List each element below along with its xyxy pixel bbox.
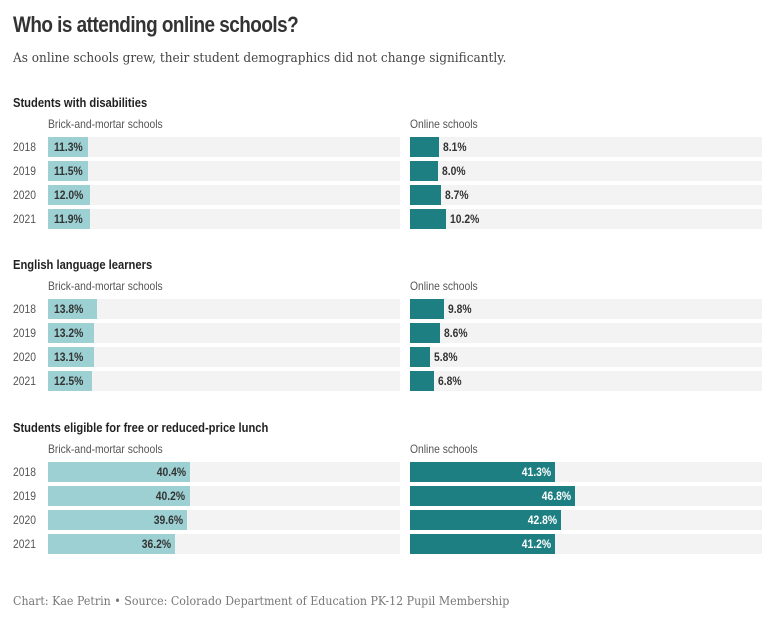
section-title: Students eligible for free or reduced-pr… [13, 420, 269, 435]
bar-track: 6.8% [410, 371, 762, 391]
value-label: 40.4% [156, 465, 187, 479]
online-column-label: Online schools [410, 117, 478, 131]
online-bar [410, 185, 441, 205]
value-label: 42.8% [527, 513, 557, 527]
value-label: 8.6% [444, 326, 468, 340]
year-label: 2021 [13, 374, 36, 388]
bar-track: 13.2% [48, 323, 400, 343]
bar-track: 10.2% [410, 209, 762, 229]
bar-track: 12.0% [48, 185, 400, 205]
brick-and-mortar-column-label: Brick-and-mortar schools [48, 442, 163, 456]
brick-and-mortar-column-label: Brick-and-mortar schools [48, 117, 163, 131]
year-label: 2020 [13, 513, 36, 527]
year-label: 2020 [13, 350, 36, 364]
bar-track: 13.8% [48, 299, 400, 319]
brick-and-mortar-bar [48, 185, 91, 205]
year-label: 2018 [13, 140, 36, 154]
bar-track: 11.3% [48, 137, 400, 157]
value-label: 11.9% [54, 212, 83, 226]
year-label: 2018 [13, 465, 36, 479]
brick-and-mortar-bar [48, 137, 88, 157]
chart-section: Students with disabilities 2018 2019 2020 20… [0, 95, 778, 235]
year-label: 2021 [13, 212, 36, 226]
value-label: 8.0% [442, 164, 466, 178]
value-label: 12.0% [54, 188, 84, 202]
bar-track: 41.3% [410, 462, 762, 482]
value-label: 41.2% [521, 537, 552, 551]
brick-and-mortar-bar [48, 371, 92, 391]
value-label: 46.8% [541, 489, 571, 503]
online-bar [410, 371, 434, 391]
bar-track: 46.8% [410, 486, 762, 506]
brick-and-mortar-bar [48, 534, 176, 554]
value-label: 5.8% [434, 350, 458, 364]
year-label: 2019 [13, 164, 36, 178]
value-label: 12.5% [54, 374, 84, 388]
bar-track: 8.1% [410, 137, 762, 157]
bar-track: 8.0% [410, 161, 762, 181]
year-label: 2019 [13, 326, 36, 340]
value-label: 39.6% [154, 513, 184, 527]
bar-track: 41.2% [410, 534, 762, 554]
brick-and-mortar-bar [48, 209, 90, 229]
bar-track: 9.8% [410, 299, 762, 319]
bar-track: 5.8% [410, 347, 762, 367]
online-column-label: Online schools [410, 442, 478, 456]
year-label: 2021 [13, 537, 36, 551]
value-label: 41.3% [522, 465, 552, 479]
brick-and-mortar-bar [48, 347, 95, 367]
value-label: 11.5% [54, 164, 83, 178]
chart-subtitle: As online schools grew, their student de… [13, 51, 507, 66]
chart-section: English language learners 2018 2019 2020 202… [0, 257, 778, 397]
online-bar [410, 209, 446, 229]
section-title: Students with disabilities [13, 95, 148, 110]
value-label: 10.2% [449, 212, 480, 226]
bar-track: 8.7% [410, 185, 762, 205]
online-column-label: Online schools [410, 279, 478, 293]
value-label: 13.8% [54, 302, 84, 316]
online-bar [410, 137, 439, 157]
value-label: 8.1% [442, 140, 467, 154]
brick-and-mortar-bar [48, 161, 89, 181]
bar-track: 8.6% [410, 323, 762, 343]
bar-track: 11.5% [48, 161, 400, 181]
brick-and-mortar-bar [48, 510, 188, 530]
bar-track: 42.8% [410, 510, 762, 530]
year-label: 2020 [13, 188, 36, 202]
online-bar [410, 462, 556, 482]
value-label: 36.2% [142, 537, 172, 551]
brick-and-mortar-column-label: Brick-and-mortar schools [48, 279, 163, 293]
value-label: 6.8% [437, 374, 462, 388]
value-label: 11.3% [54, 140, 83, 154]
bar-track: 39.6% [48, 510, 400, 530]
value-label: 8.7% [444, 188, 469, 202]
section-title: English language learners [13, 257, 153, 272]
online-bar [410, 161, 439, 181]
chart-title: Who is attending online schools? [13, 12, 299, 37]
online-bar [410, 347, 431, 367]
value-label: 40.2% [156, 489, 186, 503]
online-bar [410, 299, 445, 319]
bar-track: 13.1% [48, 347, 400, 367]
bar-track: 40.2% [48, 486, 400, 506]
bar-track: 40.4% [48, 462, 400, 482]
brick-and-mortar-bar [48, 323, 95, 343]
year-label: 2018 [13, 302, 36, 316]
bar-track: 11.9% [48, 209, 400, 229]
value-label: 9.8% [448, 302, 473, 316]
online-bar [410, 510, 561, 530]
online-bar [410, 323, 441, 343]
year-label: 2019 [13, 489, 36, 503]
chart-section: Students eligible for free or reduced-pr… [0, 420, 778, 560]
value-label: 13.2% [54, 326, 84, 340]
online-bar [410, 486, 575, 506]
value-label: 13.1% [54, 350, 84, 364]
brick-and-mortar-bar [48, 486, 190, 506]
brick-and-mortar-bar [48, 462, 191, 482]
bar-track: 12.5% [48, 371, 400, 391]
bar-track: 36.2% [48, 534, 400, 554]
brick-and-mortar-bar [48, 299, 97, 319]
online-bar [410, 534, 556, 554]
chart-footer-credit: Chart: Kae Petrin • Source: Colorado Dep… [13, 594, 510, 608]
